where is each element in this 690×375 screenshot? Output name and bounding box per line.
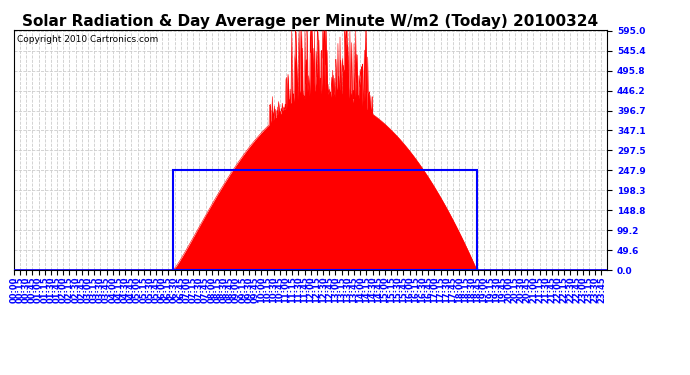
Bar [173, 170, 477, 270]
Text: Copyright 2010 Cartronics.com: Copyright 2010 Cartronics.com [17, 35, 158, 44]
Title: Solar Radiation & Day Average per Minute W/m2 (Today) 20100324: Solar Radiation & Day Average per Minute… [23, 14, 598, 29]
